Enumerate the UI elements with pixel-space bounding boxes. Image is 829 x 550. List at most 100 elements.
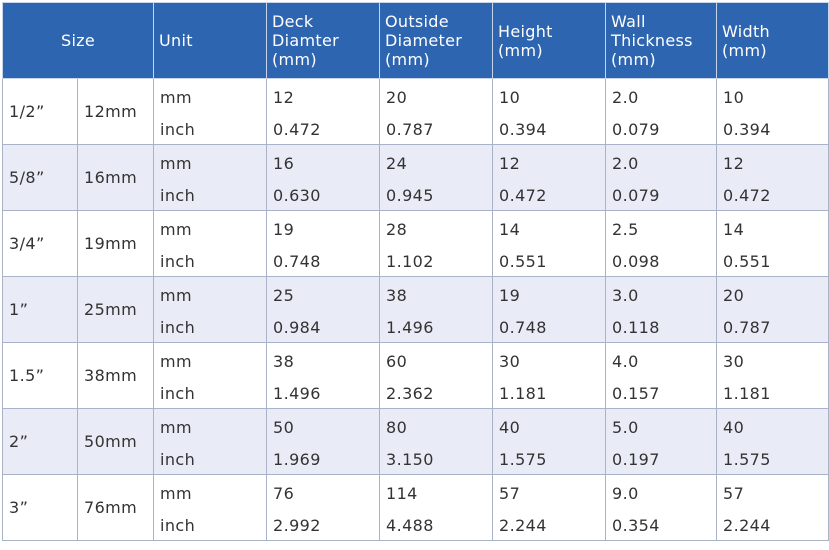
wall-value-cell: 0.118: [605, 309, 718, 343]
unit-cell: inch: [153, 111, 268, 145]
unit-cell: inch: [153, 375, 268, 409]
outside-value-cell: 28: [379, 210, 494, 244]
unit-cell: mm: [153, 210, 268, 244]
wall-value-cell: 2.0: [605, 78, 718, 112]
outside-value-cell: 114: [379, 474, 494, 508]
wall-value-cell: 0.354: [605, 507, 718, 541]
header-unit: Unit: [153, 2, 268, 79]
header-outside-line-1: Outside: [385, 12, 449, 31]
deck-value-cell: 1.969: [266, 441, 381, 475]
header-wall-thickness: Wall Thickness (mm): [605, 2, 718, 79]
header-row: Size Unit Deck Diamter (mm) Outside Diam…: [1, 2, 829, 79]
width-value-cell: 0.551: [716, 243, 829, 277]
outside-value-cell: 60: [379, 342, 494, 376]
table-row: 3” 76mm mm 76 114 57 9.0 57: [2, 474, 829, 541]
deck-value-cell: 0.748: [266, 243, 381, 277]
height-value-cell: 14: [492, 210, 607, 244]
height-value-cell: 30: [492, 342, 607, 376]
table-row: 1.5” 38mm mm 38 60 30 4.0 30: [2, 342, 829, 409]
size-mm-cell: 12mm: [76, 78, 155, 145]
outside-value-cell: 0.945: [379, 177, 494, 211]
table-row: 5/8” 16mm mm 16 24 12 2.0 12: [2, 144, 829, 211]
outside-value-cell: 38: [379, 276, 494, 310]
header-outside-line-2: Diameter: [385, 31, 463, 50]
outside-value-cell: 0.787: [379, 111, 494, 145]
width-value-cell: 57: [716, 474, 829, 508]
header-height: Height (mm): [492, 2, 607, 79]
height-value-cell: 57: [492, 474, 607, 508]
deck-value-cell: 2.992: [266, 507, 381, 541]
height-value-cell: 0.551: [492, 243, 607, 277]
header-deck-diameter: Deck Diamter (mm): [266, 2, 381, 79]
wall-value-cell: 0.098: [605, 243, 718, 277]
width-value-cell: 1.575: [716, 441, 829, 475]
size-inch-cell: 1.5”: [2, 342, 78, 409]
unit-cell: inch: [153, 309, 268, 343]
width-value-cell: 0.787: [716, 309, 829, 343]
wall-value-cell: 0.197: [605, 441, 718, 475]
wall-value-cell: 3.0: [605, 276, 718, 310]
deck-value-cell: 0.630: [266, 177, 381, 211]
size-inch-cell: 1/2”: [2, 78, 78, 145]
unit-cell: mm: [153, 144, 268, 178]
header-deck-line-1: Deck: [272, 12, 314, 31]
table-row: 2” 50mm mm 50 80 40 5.0 40: [2, 408, 829, 475]
outside-value-cell: 2.362: [379, 375, 494, 409]
height-value-cell: 2.244: [492, 507, 607, 541]
size-mm-cell: 19mm: [76, 210, 155, 277]
unit-cell: inch: [153, 507, 268, 541]
unit-cell: inch: [153, 177, 268, 211]
outside-value-cell: 1.102: [379, 243, 494, 277]
table-row: inch 0.748 1.102 0.551 0.098 0.551: [3, 243, 829, 277]
height-value-cell: 0.748: [492, 309, 607, 343]
height-value-cell: 19: [492, 276, 607, 310]
deck-value-cell: 50: [266, 408, 381, 442]
header-outside-line-3: (mm): [385, 50, 430, 69]
height-value-cell: 0.394: [492, 111, 607, 145]
deck-value-cell: 1.496: [266, 375, 381, 409]
height-value-cell: 1.181: [492, 375, 607, 409]
outside-value-cell: 20: [379, 78, 494, 112]
size-mm-cell: 16mm: [76, 144, 155, 211]
deck-value-cell: 38: [266, 342, 381, 376]
height-value-cell: 12: [492, 144, 607, 178]
wall-value-cell: 0.157: [605, 375, 718, 409]
wall-value-cell: 0.079: [605, 111, 718, 145]
deck-value-cell: 0.472: [266, 111, 381, 145]
width-value-cell: 30: [716, 342, 829, 376]
height-value-cell: 1.575: [492, 441, 607, 475]
header-deck-line-3: (mm): [272, 50, 317, 69]
size-inch-cell: 3/4”: [2, 210, 78, 277]
wall-value-cell: 5.0: [605, 408, 718, 442]
size-inch-cell: 2”: [2, 408, 78, 475]
header-height-line-2: (mm): [498, 40, 543, 60]
header-width: Width (mm): [716, 2, 829, 79]
wall-value-cell: 2.0: [605, 144, 718, 178]
outside-value-cell: 24: [379, 144, 494, 178]
unit-cell: inch: [153, 243, 268, 277]
table-row: inch 0.630 0.945 0.472 0.079 0.472: [3, 177, 829, 211]
spec-table: Size Unit Deck Diamter (mm) Outside Diam…: [1, 2, 829, 541]
width-value-cell: 0.394: [716, 111, 829, 145]
unit-cell: mm: [153, 276, 268, 310]
table-row: inch 0.472 0.787 0.394 0.079 0.394: [3, 111, 829, 145]
header-width-line-2: (mm): [722, 40, 767, 60]
table-row: 1/2” 12mm mm 12 20 10 2.0 10: [2, 78, 829, 145]
deck-value-cell: 0.984: [266, 309, 381, 343]
deck-value-cell: 12: [266, 78, 381, 112]
table-row: 3/4” 19mm mm 19 28 14 2.5 14: [2, 210, 829, 277]
wall-value-cell: 0.079: [605, 177, 718, 211]
width-value-cell: 1.181: [716, 375, 829, 409]
width-value-cell: 40: [716, 408, 829, 442]
height-value-cell: 0.472: [492, 177, 607, 211]
size-mm-cell: 38mm: [76, 342, 155, 409]
header-wall-line-1: Wall: [611, 12, 646, 31]
width-value-cell: 2.244: [716, 507, 829, 541]
width-value-cell: 20: [716, 276, 829, 310]
wall-value-cell: 2.5: [605, 210, 718, 244]
size-inch-cell: 3”: [2, 474, 78, 541]
width-value-cell: 0.472: [716, 177, 829, 211]
size-mm-cell: 50mm: [76, 408, 155, 475]
header-outside-diameter: Outside Diameter (mm): [379, 2, 494, 79]
size-inch-cell: 5/8”: [2, 144, 78, 211]
